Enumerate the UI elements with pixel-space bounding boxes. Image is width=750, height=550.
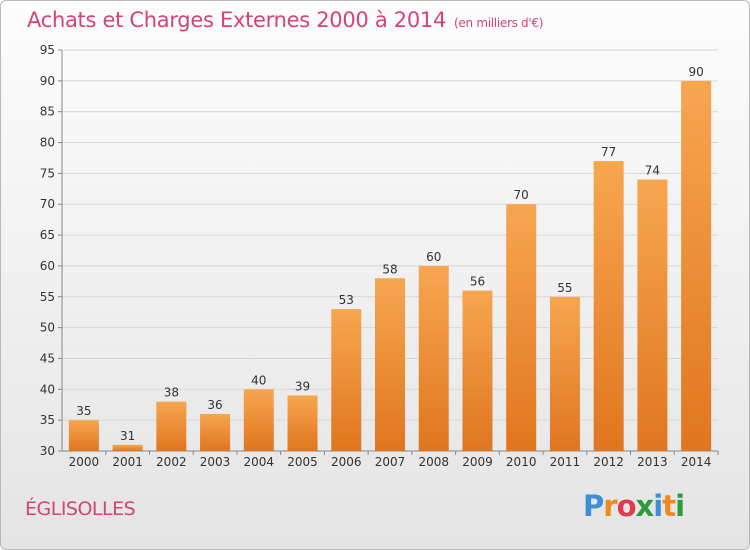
x-tick-label: 2007 <box>375 455 406 469</box>
bar <box>375 278 405 451</box>
y-tick-label: 30 <box>40 444 55 458</box>
x-tick-label: 2001 <box>112 455 143 469</box>
bars: 35 31 38 36 40 39 53 58 60 56 70 55 77 74 90 <box>68 65 712 452</box>
y-tick-label: 65 <box>40 228 55 242</box>
logo-letter: P <box>583 489 604 523</box>
y-tick-label: 70 <box>40 197 55 211</box>
data-label: 39 <box>295 379 310 393</box>
chart-title: Achats et Charges Externes 2000 à 2014 (e… <box>27 8 543 32</box>
data-label: 38 <box>164 386 179 400</box>
x-tick-label: 2009 <box>462 455 493 469</box>
x-tick-label: 2012 <box>593 455 624 469</box>
bar <box>200 413 231 451</box>
data-label: 58 <box>382 262 397 276</box>
data-label: 90 <box>688 65 703 79</box>
data-label: 53 <box>339 293 354 307</box>
y-tick-label: 95 <box>40 43 55 57</box>
chart-title-text: Achats et Charges Externes 2000 à 2014 <box>27 8 447 32</box>
bar <box>418 265 449 451</box>
y-tick-label: 45 <box>40 351 55 365</box>
y-tick-label: 55 <box>40 290 55 304</box>
logo-letter: t <box>662 489 676 523</box>
data-label: 60 <box>426 250 441 264</box>
bar <box>112 444 143 451</box>
bar <box>506 204 537 451</box>
data-label: 36 <box>207 398 222 412</box>
y-tick-label: 90 <box>40 74 55 88</box>
x-tick-label: 2004 <box>244 455 275 469</box>
data-label: 56 <box>470 275 485 289</box>
x-tick-label: 2002 <box>156 455 187 469</box>
logo-letter: x <box>635 489 655 523</box>
bar <box>287 395 318 451</box>
y-tick-label: 75 <box>40 166 55 180</box>
data-label: 70 <box>514 188 529 202</box>
x-tick-label: 2008 <box>418 455 449 469</box>
bar <box>156 401 187 451</box>
x-tick-label: 2011 <box>550 455 581 469</box>
bar <box>331 309 362 451</box>
y-tick-label: 80 <box>40 136 55 150</box>
x-tick-label: 2003 <box>200 455 231 469</box>
bar <box>637 179 668 452</box>
bar <box>593 161 624 452</box>
y-tick-label: 40 <box>40 382 55 396</box>
data-label: 74 <box>645 164 660 178</box>
y-tick-label: 50 <box>40 321 55 335</box>
bar <box>681 80 712 451</box>
data-label: 77 <box>601 145 616 159</box>
x-tick-label: 2005 <box>287 455 318 469</box>
chart-unit: (en milliers d'€) <box>454 16 544 30</box>
proxiti-logo: Proxiti <box>583 489 685 523</box>
bar <box>68 420 99 451</box>
commune-name: ÉGLISOLLES <box>25 498 136 520</box>
data-label: 40 <box>251 373 266 387</box>
data-label: 31 <box>120 429 135 443</box>
y-tick-label: 35 <box>40 413 55 427</box>
data-label: 55 <box>557 281 572 295</box>
bar <box>549 296 580 451</box>
bar <box>462 290 493 451</box>
logo-letter: r <box>603 489 617 523</box>
y-tick-label: 85 <box>40 105 55 119</box>
logo-letter: o <box>616 489 637 523</box>
x-tick-label: 2010 <box>506 455 537 469</box>
x-tick-label: 2013 <box>637 455 668 469</box>
logo-letter: i <box>675 489 685 523</box>
x-tick-label: 2006 <box>331 455 362 469</box>
data-label: 35 <box>76 404 91 418</box>
y-tick-label: 60 <box>40 259 55 273</box>
logo-letter: i <box>653 489 663 523</box>
bar <box>243 389 274 451</box>
x-tick-label: 2014 <box>681 455 712 469</box>
x-tick-label: 2000 <box>69 455 100 469</box>
